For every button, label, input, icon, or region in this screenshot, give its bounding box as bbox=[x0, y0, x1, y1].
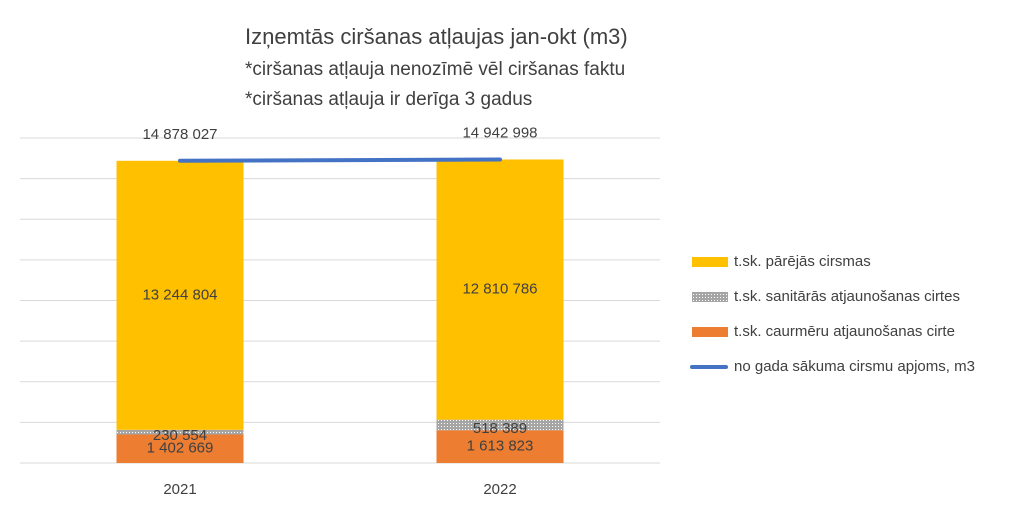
data-label: 13 244 804 bbox=[142, 286, 217, 303]
bar-segment bbox=[116, 429, 244, 435]
data-label: 14 878 027 bbox=[142, 126, 217, 143]
data-label: 14 942 998 bbox=[462, 124, 537, 141]
legend-label: t.sk. sanitārās atjaunošanas cirtes bbox=[734, 288, 960, 305]
legend-marker bbox=[692, 292, 728, 302]
x-tick-label: 2021 bbox=[163, 481, 196, 498]
data-label: 1 613 823 bbox=[467, 438, 534, 455]
data-label: 12 810 786 bbox=[462, 281, 537, 298]
line-series bbox=[178, 157, 502, 163]
data-label: 518 389 bbox=[473, 420, 527, 437]
data-label: 230 554 bbox=[153, 427, 207, 444]
legend-label: no gada sākuma cirsmu apjoms, m3 bbox=[734, 358, 975, 375]
chart-subtitle: *ciršanas atļauja nenozīmē vēl ciršanas … bbox=[245, 59, 625, 80]
legend-marker bbox=[692, 257, 728, 267]
chart-subtitle: *ciršanas atļauja ir derīga 3 gadus bbox=[245, 89, 532, 110]
bar-segment bbox=[436, 419, 564, 431]
bar-segment bbox=[116, 160, 244, 430]
x-tick-label: 2022 bbox=[483, 481, 516, 498]
bar-segment bbox=[436, 159, 564, 420]
legend-marker bbox=[692, 327, 728, 337]
chart-title: Izņemtās ciršanas atļaujas jan-okt (m3) bbox=[245, 24, 628, 49]
legend-label: t.sk. caurmēru atjaunošanas cirte bbox=[734, 323, 955, 340]
legend-label: t.sk. pārējās cirsmas bbox=[734, 253, 871, 270]
bar-segment bbox=[116, 434, 244, 463]
bar-segment bbox=[436, 430, 564, 463]
data-label: 1 402 669 bbox=[147, 440, 214, 457]
